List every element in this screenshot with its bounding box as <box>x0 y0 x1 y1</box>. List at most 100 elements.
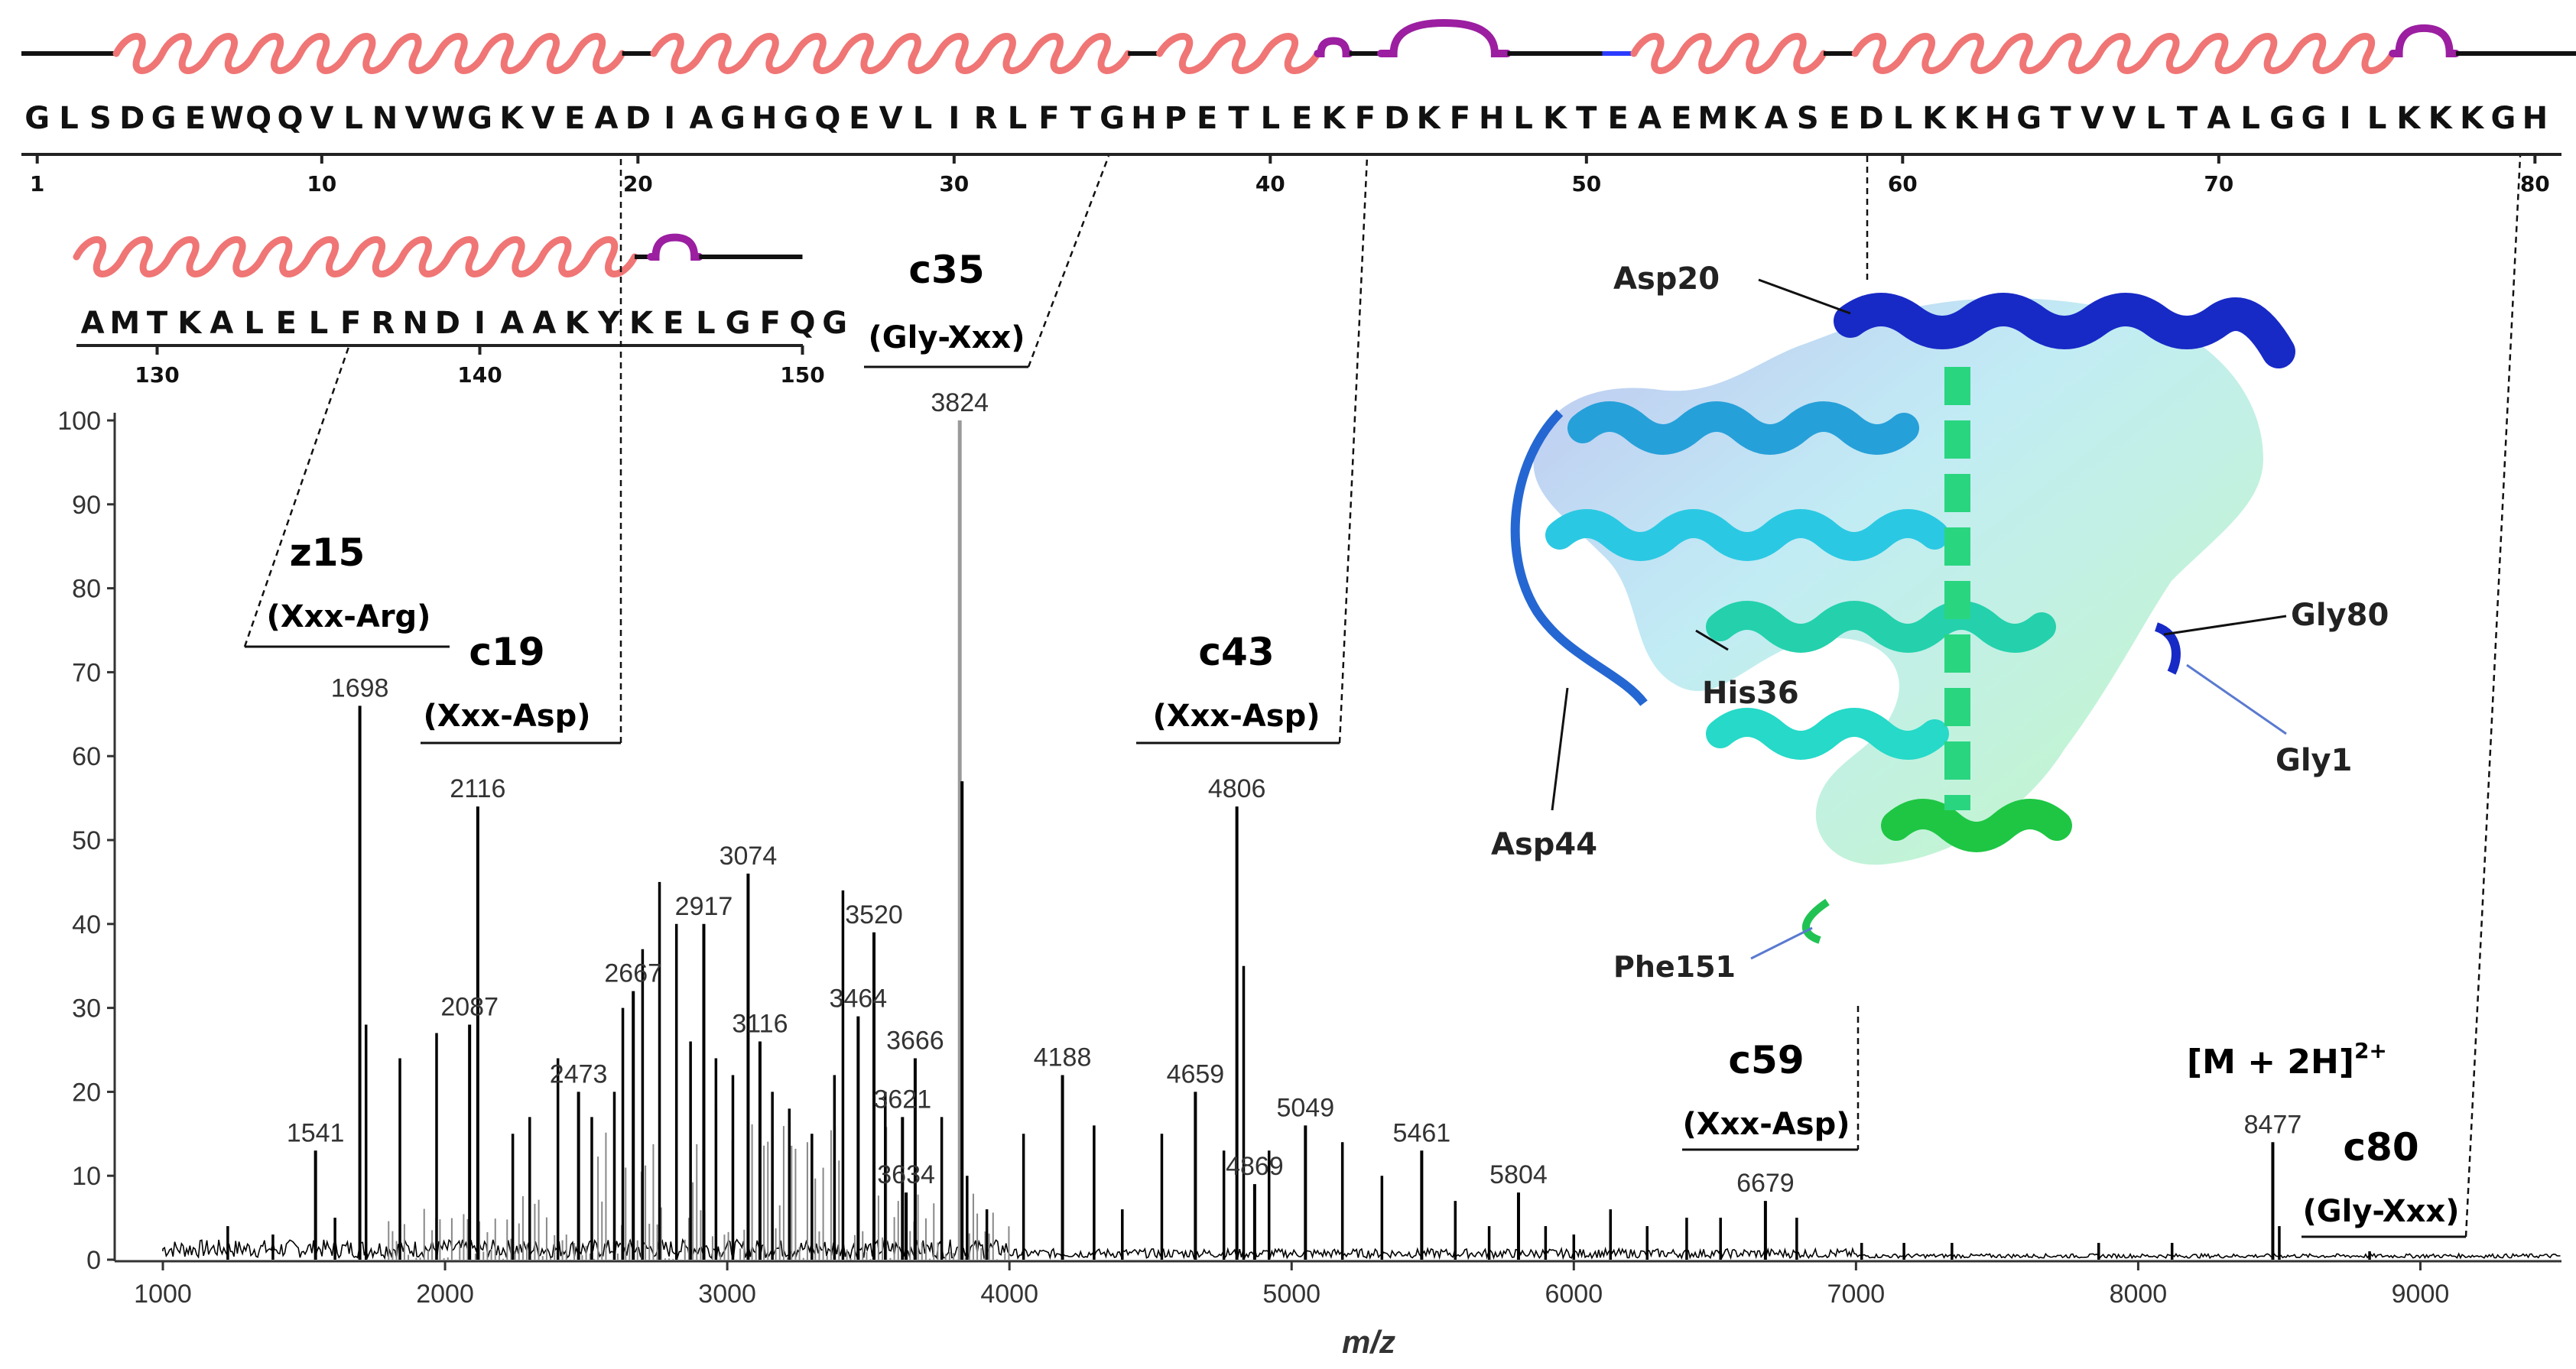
residue-top: V <box>2081 101 2104 136</box>
y-tick-label: 100 <box>57 407 101 436</box>
x-tick-label: 6000 <box>1545 1280 1603 1309</box>
residue-top: I <box>2340 101 2351 136</box>
precursor-label: [M + 2H]2+ <box>2187 1038 2387 1082</box>
residue-bottom: L <box>244 306 264 341</box>
fragment-c43-ion: c43 <box>1198 630 1274 674</box>
peak-mz-label: 2116 <box>450 774 505 803</box>
residue-top: T <box>1576 101 1597 136</box>
residue-top: T <box>1070 101 1092 136</box>
fragment-c43-bond: (Xxx-Asp) <box>1152 699 1320 734</box>
connector-c35 <box>1027 155 1110 368</box>
fragment-c19-bond: (Xxx-Asp) <box>423 699 590 734</box>
sequence-top-tick-label: 70 <box>2204 171 2233 196</box>
residue-top: E <box>849 101 869 136</box>
residue-top: L <box>1513 101 1533 136</box>
peak-mz-label: 1698 <box>331 673 389 702</box>
residue-bottom: G <box>822 306 847 341</box>
residue-bottom: G <box>726 306 751 341</box>
residue-top: G <box>2301 101 2326 136</box>
residue-top: L <box>343 101 363 136</box>
residue-top: K <box>1543 101 1568 136</box>
x-axis-label: m/z <box>1342 1324 1395 1360</box>
fragment-c19-ion: c19 <box>469 630 544 674</box>
residue-top: L <box>1893 101 1913 136</box>
x-tick-label: 1000 <box>134 1280 192 1309</box>
sequence-top-tick-label: 1 <box>30 171 44 196</box>
residue-bottom: K <box>565 306 590 341</box>
residue-bottom: F <box>760 306 781 341</box>
residue-top: K <box>1322 101 1347 136</box>
residue-bottom: F <box>340 306 361 341</box>
peak-mz-label: 2917 <box>675 892 733 921</box>
residue-top: K <box>2460 101 2485 136</box>
fragment-c35-ion: c35 <box>908 248 984 292</box>
residue-top: G <box>2491 101 2516 136</box>
residue-top: E <box>1197 101 1217 136</box>
label-gly1: Gly1 <box>2276 743 2352 778</box>
label-his36: His36 <box>1702 676 1799 711</box>
residue-top: A <box>1638 101 1662 136</box>
residue-top: L <box>59 101 79 136</box>
residue-top: W <box>210 101 244 136</box>
residue-bottom: A <box>500 306 524 341</box>
residue-bottom: T <box>147 306 168 341</box>
residue-top: G <box>2016 101 2042 136</box>
peak-mz-label: 4188 <box>1034 1043 1092 1072</box>
residue-top: I <box>948 101 960 136</box>
residue-top: G <box>1100 101 1125 136</box>
label-asp20: Asp20 <box>1613 261 1720 297</box>
peak-mz-label: 4659 <box>1167 1059 1225 1088</box>
residue-top: K <box>1733 101 1758 136</box>
residue-top: K <box>1954 101 1980 136</box>
peak-mz-label: 3464 <box>830 985 888 1014</box>
residue-top: I <box>664 101 675 136</box>
residue-top: E <box>1829 101 1850 136</box>
peak-mz-label: 5049 <box>1276 1093 1334 1122</box>
peak-mz-label: 1541 <box>287 1118 345 1147</box>
peak-mz-label: 6679 <box>1736 1169 1795 1198</box>
residue-bottom: D <box>435 306 460 341</box>
x-tick-label: 8000 <box>2110 1280 2168 1309</box>
fragment-c59-bond: (Xxx-Asp) <box>1682 1107 1850 1142</box>
residue-top: Q <box>277 101 303 136</box>
residue-top: G <box>784 101 809 136</box>
peak-mz-label: 4806 <box>1208 774 1266 803</box>
peak-mz-label: 3621 <box>873 1085 931 1114</box>
residue-top: V <box>404 101 428 136</box>
residue-top: K <box>2396 101 2422 136</box>
residue-top: K <box>499 101 525 136</box>
peak-labels: 1541 1698 2087 2116 2473 2667 2917 3074 3116 3464… <box>287 388 2302 1198</box>
y-tick-label: 80 <box>72 575 101 604</box>
residue-top: S <box>89 101 112 136</box>
y-tick-label: 40 <box>72 910 101 939</box>
residue-top: R <box>974 101 998 136</box>
residue-top: G <box>467 101 492 136</box>
spectrum-axes: 0 10 20 30 40 50 60 70 80 90 100 1000 2000 3000 4000 50… <box>57 407 2561 1360</box>
y-tick-label: 0 <box>86 1246 101 1275</box>
residue-top: D <box>1384 101 1409 136</box>
residue-top: T <box>1228 101 1249 136</box>
connector-c80 <box>2464 155 2522 1238</box>
residue-top: D <box>1858 101 1883 136</box>
sequence-top-tick-label: 50 <box>1571 171 1601 196</box>
sequence-top-tick-label: 40 <box>1256 171 1285 196</box>
peak-mz-label: 2473 <box>550 1059 608 1088</box>
fragment-z15-ion: z15 <box>290 530 365 575</box>
residue-top: F <box>1355 101 1376 136</box>
residue-top: A <box>1764 101 1788 136</box>
y-tick-label: 90 <box>72 491 101 520</box>
sequence-top-ticks: 1 10 20 30 40 50 60 70 80 <box>30 154 2550 196</box>
residue-top: G <box>151 101 177 136</box>
residue-top: V <box>531 101 555 136</box>
spectrum-baseline <box>162 1238 2561 1260</box>
y-tick-label: 50 <box>72 826 101 855</box>
x-tick-label: 4000 <box>980 1280 1038 1309</box>
sequence-top-tick-label: 60 <box>1888 171 1918 196</box>
residue-top: A <box>2207 101 2230 136</box>
x-tick-label: 3000 <box>698 1280 756 1309</box>
y-tick-label: 10 <box>72 1162 101 1191</box>
residue-bottom: M <box>109 306 140 341</box>
residue-top: P <box>1165 101 1187 136</box>
residue-top: K <box>2428 101 2454 136</box>
